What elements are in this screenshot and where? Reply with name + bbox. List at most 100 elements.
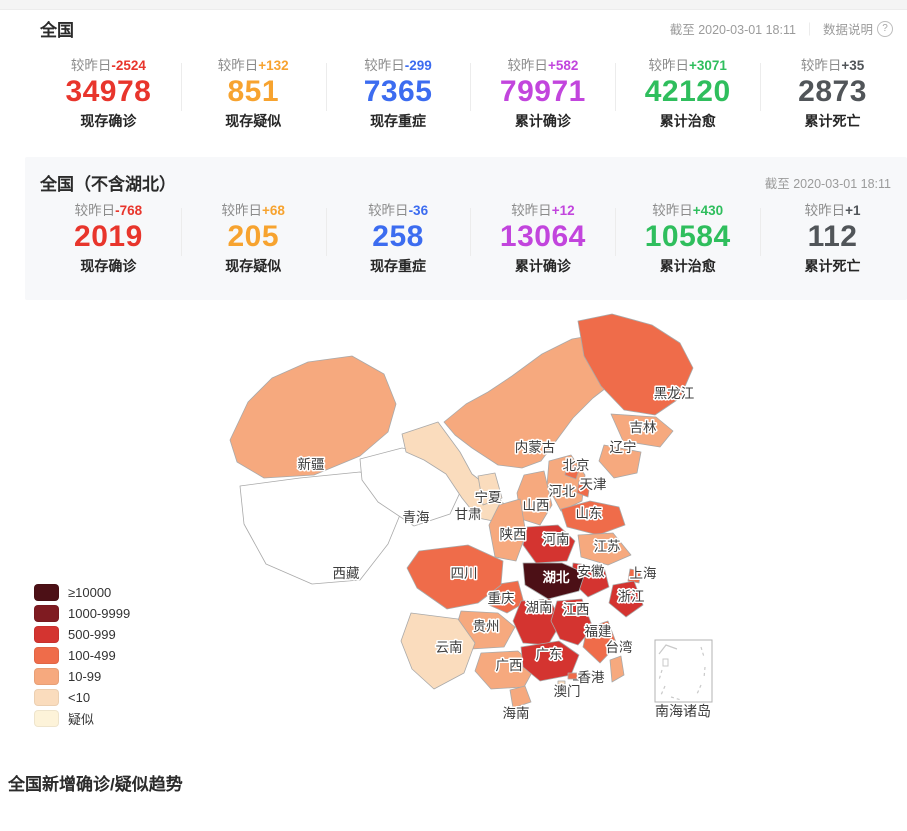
province-label-xinjiang: 新疆 bbox=[298, 457, 325, 472]
province-label-guizhou: 贵州 bbox=[473, 619, 500, 634]
province-jiangxi[interactable] bbox=[550, 598, 594, 646]
province-label-qinghai: 青海 bbox=[403, 510, 430, 525]
china-choropleth-map: 南海诸岛 新疆西藏青海内蒙古甘肃宁夏黑龙江吉林辽宁河北北京天津山西山东陕西 河南江… bbox=[229, 313, 713, 723]
stat-card-existing-confirmed: 较昨日-768 2019 现存确诊 bbox=[36, 200, 181, 277]
province-shanxi[interactable] bbox=[516, 470, 553, 526]
province-beijing[interactable] bbox=[564, 462, 581, 480]
province-label-chongqing: 重庆 bbox=[488, 591, 515, 606]
province-label-hunan: 湖南 bbox=[526, 600, 553, 615]
stat-card-total-cured: 较昨日+3071 42120 累计治愈 bbox=[615, 55, 760, 132]
stat-value: 10584 bbox=[644, 220, 731, 253]
province-shandong[interactable] bbox=[560, 500, 626, 536]
stat-card-existing-suspected: 较昨日+132 851 现存疑似 bbox=[180, 55, 326, 132]
province-label-jiangsu: 江苏 bbox=[594, 539, 621, 554]
stat-value: 112 bbox=[807, 220, 858, 253]
inset-frame bbox=[654, 639, 713, 703]
province-taiwan[interactable] bbox=[609, 655, 625, 683]
national-header: 全国 截至 2020-03-01 18:11 ｜ 数据说明 ? bbox=[40, 16, 893, 41]
province-xinjiang[interactable] bbox=[229, 355, 397, 479]
province-xizang[interactable] bbox=[239, 471, 403, 585]
meta-divider: ｜ bbox=[802, 22, 816, 37]
province-henan[interactable] bbox=[522, 524, 576, 564]
province-label-yunnan: 云南 bbox=[436, 640, 463, 655]
province-label-henan: 河南 bbox=[543, 532, 570, 547]
province-label-shaanxi: 陕西 bbox=[500, 527, 527, 542]
province-hubei[interactable] bbox=[522, 562, 586, 600]
data-notes-label: 数据说明 bbox=[822, 23, 873, 37]
legend-label: ≥10000 bbox=[68, 585, 112, 600]
stat-delta: 较昨日-36 bbox=[368, 203, 429, 218]
stat-label: 现存重症 bbox=[370, 113, 427, 129]
legend-swatch bbox=[34, 668, 59, 685]
question-circle-icon[interactable]: ? bbox=[877, 20, 893, 37]
province-jilin[interactable] bbox=[610, 413, 674, 448]
stat-delta: 较昨日+1 bbox=[804, 203, 861, 218]
data-notes-link[interactable]: 数据说明 ? bbox=[823, 19, 893, 38]
legend-item: 10-99 bbox=[34, 668, 130, 685]
stat-value: 13064 bbox=[499, 220, 586, 253]
stat-label: 现存确诊 bbox=[80, 258, 137, 274]
province-label-anhui: 安徽 bbox=[578, 564, 606, 579]
excl-hubei-stat-cards-row: 较昨日-768 2019 现存确诊 较昨日+68 205 现存疑似 较昨日-36 258 现存重… bbox=[36, 200, 905, 277]
province-label-shandong: 山东 bbox=[576, 506, 603, 521]
province-macau[interactable] bbox=[557, 680, 566, 688]
stat-label: 累计治愈 bbox=[659, 258, 716, 274]
province-label-ningxia: 宁夏 bbox=[475, 489, 502, 505]
stat-label: 累计确诊 bbox=[514, 258, 571, 274]
province-label-liaoning: 辽宁 bbox=[610, 439, 637, 455]
stat-card-existing-suspected: 较昨日+68 205 现存疑似 bbox=[180, 200, 326, 277]
as-of-timestamp: 截至 2020-03-01 18:11 bbox=[669, 23, 796, 37]
stat-value: 2873 bbox=[798, 75, 867, 108]
stat-label: 累计死亡 bbox=[804, 113, 861, 129]
province-label-fujian: 福建 bbox=[585, 624, 612, 639]
stat-card-total-deaths: 较昨日+35 2873 累计死亡 bbox=[760, 55, 905, 132]
province-zhejiang[interactable] bbox=[608, 580, 644, 618]
stat-label: 累计治愈 bbox=[659, 113, 716, 129]
legend-label: 1000-9999 bbox=[68, 606, 131, 621]
province-shanghai[interactable] bbox=[627, 568, 642, 584]
stat-value: 7365 bbox=[363, 75, 433, 108]
stat-card-existing-confirmed: 较昨日-2524 34978 现存确诊 bbox=[36, 55, 181, 132]
province-label-jilin: 吉林 bbox=[630, 420, 658, 435]
south-china-sea-inset: 南海诸岛 bbox=[654, 639, 713, 719]
legend-swatch bbox=[34, 647, 59, 664]
stat-label: 现存重症 bbox=[370, 258, 427, 274]
province-ningxia[interactable] bbox=[477, 472, 503, 506]
stat-value: 79971 bbox=[499, 75, 586, 108]
province-hongkong[interactable] bbox=[567, 672, 578, 680]
province-heilongjiang[interactable] bbox=[577, 313, 694, 416]
stat-delta: 较昨日+12 bbox=[511, 203, 575, 218]
province-label-guangdong: 广东 bbox=[536, 647, 563, 662]
province-chongqing[interactable] bbox=[488, 580, 525, 614]
stat-delta: 较昨日+132 bbox=[217, 58, 289, 73]
map-legend: ≥10000 1000-9999 500-999 100-499 10-99 <10 疑似 bbox=[34, 584, 130, 727]
province-label-beijing: 北京 bbox=[563, 458, 590, 473]
inset-label: 南海诸岛 bbox=[655, 703, 711, 719]
stat-value: 2019 bbox=[74, 220, 143, 253]
province-tianjin[interactable] bbox=[576, 480, 591, 498]
province-label-hainan: 海南 bbox=[503, 706, 530, 721]
province-label-shanxi: 山西 bbox=[523, 498, 550, 513]
legend-label: 500-999 bbox=[68, 627, 116, 642]
as-of-timestamp: 截至 2020-03-01 18:11 bbox=[764, 177, 891, 191]
stat-delta: 较昨日-2524 bbox=[70, 58, 146, 73]
province-sichuan[interactable] bbox=[406, 544, 504, 610]
stat-card-existing-severe: 较昨日-299 7365 现存重症 bbox=[325, 55, 471, 132]
province-label-hubei: 湖北 bbox=[543, 570, 571, 585]
province-liaoning[interactable] bbox=[598, 444, 642, 479]
stat-delta: 较昨日+430 bbox=[652, 203, 724, 218]
stat-delta: 较昨日+3071 bbox=[648, 58, 727, 73]
legend-label: <10 bbox=[68, 690, 91, 705]
label-leader-lines bbox=[559, 679, 582, 690]
stat-value: 258 bbox=[372, 220, 424, 253]
province-yunnan[interactable] bbox=[400, 612, 476, 690]
province-hainan[interactable] bbox=[509, 685, 532, 709]
inset-coastline bbox=[658, 644, 678, 655]
province-jiangsu[interactable] bbox=[577, 532, 632, 566]
stat-value: 34978 bbox=[65, 75, 152, 108]
province-fujian[interactable] bbox=[582, 620, 618, 664]
legend-swatch bbox=[34, 689, 59, 706]
stat-card-existing-severe: 较昨日-36 258 现存重症 bbox=[325, 200, 471, 277]
legend-label: 100-499 bbox=[68, 648, 116, 663]
province-shaanxi[interactable] bbox=[488, 498, 527, 562]
